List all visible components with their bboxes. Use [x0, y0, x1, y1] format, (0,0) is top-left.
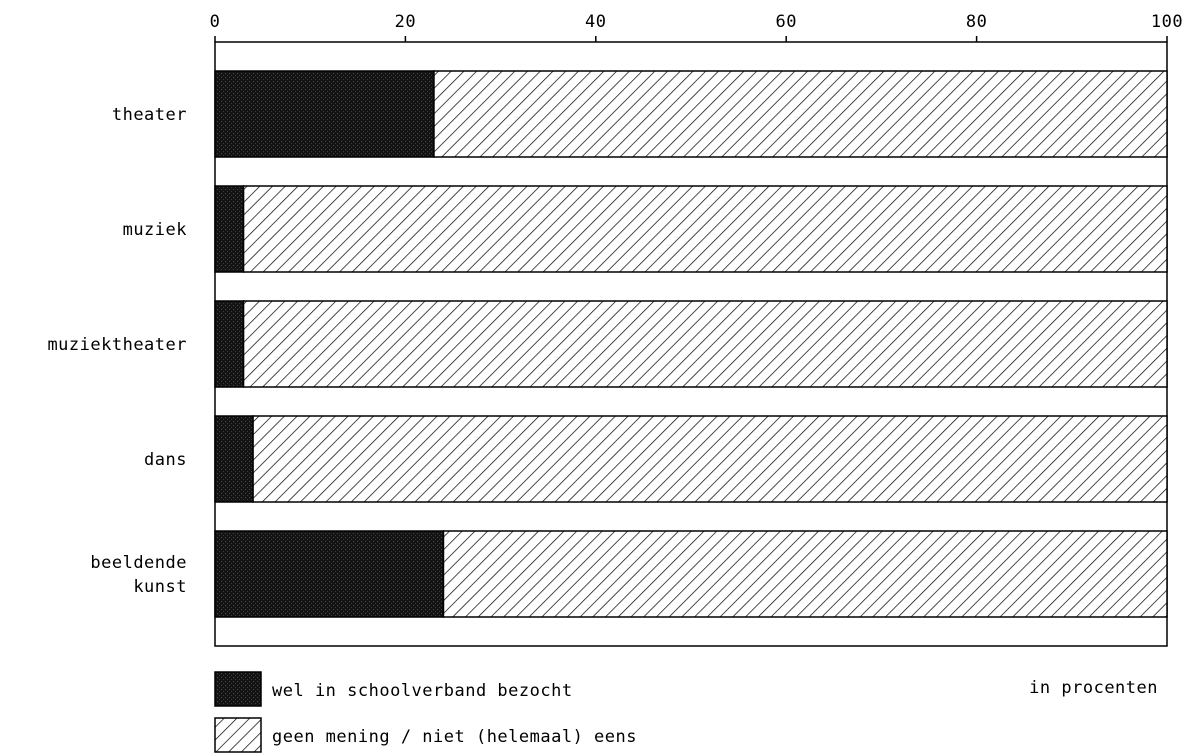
legend-swatch-geen — [214, 717, 262, 753]
bar-segment-geen — [252, 415, 1168, 503]
x-tick-label: 80 — [966, 12, 987, 32]
bar-segment-geen — [442, 530, 1168, 618]
legend-label-wel: wel in schoolverband bezocht — [272, 681, 573, 701]
legend: wel in schoolverband bezocht geen mening… — [214, 671, 637, 753]
bar-segment-wel — [214, 530, 445, 618]
x-tick-label: 100 — [1151, 12, 1183, 32]
category-labels: theater muziek muziektheater dans beeldende k… — [47, 105, 187, 597]
x-tick-label: 0 — [210, 12, 221, 32]
bar-segment-geen — [242, 300, 1168, 388]
legend-swatch-wel — [214, 671, 262, 707]
x-tick-label: 40 — [585, 12, 606, 32]
bar-segment-geen — [433, 70, 1168, 158]
category-label: beeldende — [90, 553, 187, 573]
bar-segment-wel — [214, 70, 435, 158]
bar-segment-wel — [214, 415, 254, 503]
bar-segment-geen — [242, 185, 1168, 273]
bar-segment-wel — [214, 300, 245, 388]
category-label: dans — [144, 450, 187, 470]
bars — [214, 70, 1168, 618]
unit-label: in procenten — [1029, 678, 1158, 698]
category-label: muziek — [123, 220, 187, 240]
x-tick-label: 20 — [395, 12, 416, 32]
legend-label-geen: geen mening / niet (helemaal) eens — [272, 727, 637, 747]
bar-segment-wel — [214, 185, 245, 273]
x-tick-label: 60 — [775, 12, 796, 32]
category-label: kunst — [133, 577, 187, 597]
category-label: muziektheater — [47, 335, 187, 355]
category-label: theater — [112, 105, 187, 125]
